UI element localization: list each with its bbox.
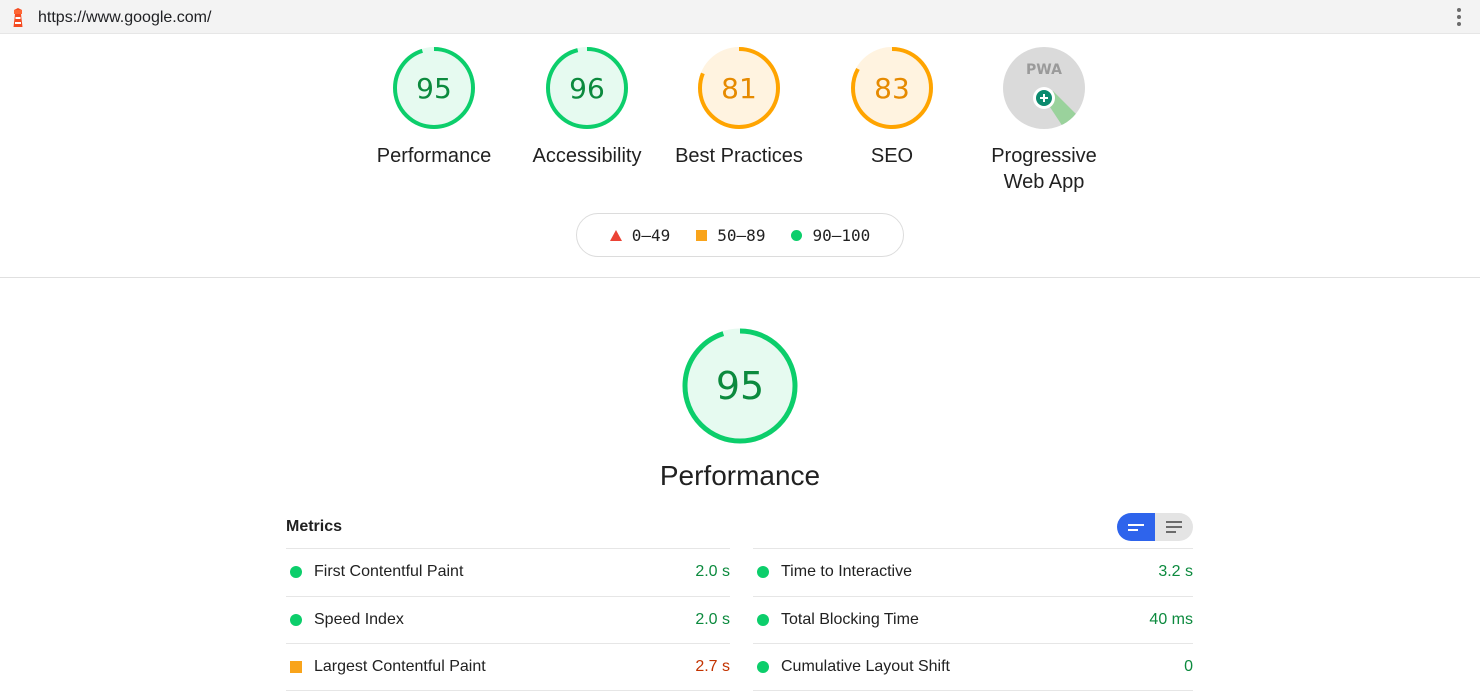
pass-circle-icon — [757, 613, 769, 626]
metric-name: Largest Contentful Paint — [314, 657, 486, 675]
gauge-label-line2: Web App — [1003, 171, 1085, 193]
report-top-bar: https://www.google.com/ — [0, 0, 1480, 34]
main-performance-gauge: 95 — [682, 328, 798, 444]
seo-gauge-ring: 83 — [851, 47, 933, 129]
gauge-pwa[interactable]: PWA Progressive Web App — [970, 45, 1118, 195]
legend-average: 50–89 — [696, 226, 765, 245]
gauge-score: 83 — [874, 72, 910, 105]
metric-row: Time to Interactive 3.2 s — [753, 548, 1193, 596]
pass-circle-icon — [757, 566, 769, 579]
metrics-view-toggle[interactable] — [1117, 513, 1193, 541]
gauge-score: 81 — [721, 72, 757, 105]
legend-fail: 0–49 — [609, 225, 671, 245]
performance-gauge-ring: 95 — [393, 47, 475, 129]
score-scale-legend: 0–49 50–89 90–100 — [576, 213, 904, 257]
gauge-label: Accessibility — [532, 145, 642, 167]
metric-value: 2.0 s — [695, 563, 730, 581]
pass-circle-icon — [290, 566, 302, 579]
metric-name: Speed Index — [314, 610, 404, 628]
metric-row: Speed Index 2.0 s — [286, 595, 730, 644]
gauge-performance[interactable]: 95 Performance — [360, 45, 508, 169]
circle-icon — [791, 229, 803, 241]
gauge-accessibility[interactable]: 96 Accessibility — [513, 45, 661, 169]
metric-value: 3.2 s — [1158, 563, 1193, 581]
expanded-view-icon[interactable] — [1155, 513, 1193, 541]
legend-average-range: 50–89 — [717, 225, 766, 245]
metric-name: Total Blocking Time — [781, 610, 919, 628]
gauge-label-line1: Progressive — [991, 145, 1097, 167]
metric-value: 2.7 s — [695, 657, 730, 675]
metric-name: Cumulative Layout Shift — [781, 657, 950, 675]
metric-row: Largest Contentful Paint 2.7 s — [286, 643, 730, 691]
metric-row: Cumulative Layout Shift 0 — [753, 643, 1193, 691]
more-options-icon[interactable] — [1456, 8, 1462, 26]
triangle-icon — [609, 229, 622, 241]
legend-fail-range: 0–49 — [631, 225, 671, 245]
average-square-icon — [290, 660, 302, 673]
best-practices-gauge-ring: 81 — [698, 47, 780, 129]
pass-circle-icon — [757, 660, 769, 673]
metric-value: 0 — [1184, 657, 1193, 675]
metric-row: First Contentful Paint 2.0 s — [286, 548, 730, 596]
accessibility-gauge-ring: 96 — [546, 47, 628, 129]
metrics-heading: Metrics — [286, 518, 343, 535]
legend-pass-range: 90–100 — [812, 225, 871, 245]
pwa-badge-icon: PWA — [1003, 47, 1085, 129]
gauge-label: Progressive Web App — [970, 143, 1118, 195]
metric-row: Total Blocking Time 40 ms — [753, 595, 1193, 644]
pwa-badge-text: PWA — [1026, 62, 1062, 78]
gauge-score: 95 — [416, 72, 452, 105]
gauge-best-practices[interactable]: 81 Best Practices — [665, 45, 813, 169]
gauge-score: 96 — [569, 72, 605, 105]
performance-title: Performance — [659, 460, 821, 491]
metric-name: First Contentful Paint — [314, 563, 464, 581]
section-divider — [0, 277, 1480, 278]
main-gauge-score: 95 — [716, 364, 764, 408]
lighthouse-logo-icon — [13, 8, 23, 27]
metric-name: Time to Interactive — [781, 563, 913, 581]
legend-pass: 90–100 — [791, 226, 870, 245]
gauge-label: Best Practices — [675, 145, 803, 167]
pass-circle-icon — [290, 613, 302, 626]
metric-value: 40 ms — [1149, 610, 1193, 628]
metric-value: 2.0 s — [695, 610, 730, 628]
gauge-label: Performance — [376, 145, 492, 167]
gauge-label: SEO — [870, 145, 914, 167]
gauge-seo[interactable]: 83 SEO — [818, 45, 966, 169]
square-icon — [696, 229, 708, 241]
report-url[interactable]: https://www.google.com/ — [38, 9, 212, 26]
metrics-column-left: First Contentful Paint 2.0 s Speed Index… — [286, 548, 730, 691]
collapsed-view-icon[interactable] — [1117, 513, 1155, 541]
metrics-column-right: Time to Interactive 3.2 s Total Blocking… — [753, 548, 1193, 691]
